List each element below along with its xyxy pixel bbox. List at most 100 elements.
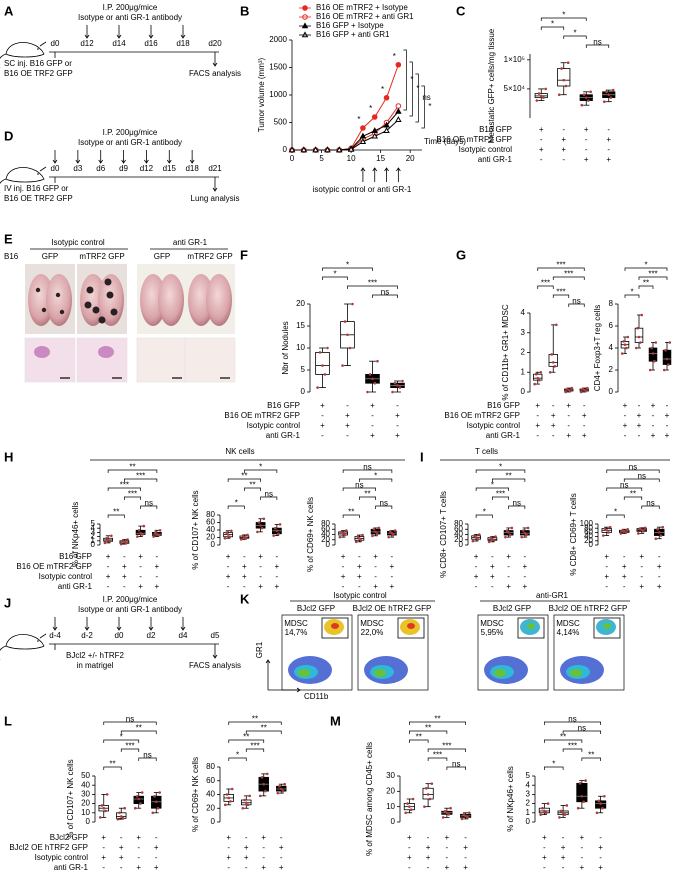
condition-sign: - [107, 582, 110, 591]
condition-sign: + [580, 863, 585, 872]
data-point [564, 84, 568, 88]
condition-label: anti GR-1 [478, 155, 513, 164]
y-tick-label: 1 [526, 808, 531, 817]
sig-label: * [562, 11, 565, 20]
condition-sign: + [390, 582, 395, 591]
sig-bracket [606, 469, 660, 473]
data-point [642, 530, 645, 533]
condition-sign: + [523, 562, 528, 571]
mouse-eye [37, 640, 39, 642]
condition-label: B16 OE mTRF2 GFP [16, 562, 92, 571]
y-axis-label: % of CD69+ NK cells [306, 497, 315, 572]
legend-label: B16 OE mTRF2 + anti GR1 [316, 12, 414, 21]
data-point [98, 816, 102, 819]
y-axis-label: Tumor volume (mm³) [257, 57, 266, 132]
lung-left [28, 274, 54, 326]
data-point [586, 386, 589, 390]
condition-sign: + [623, 421, 628, 430]
condition-sign: - [259, 572, 262, 581]
sig-bracket [103, 766, 122, 770]
condition-sign: - [543, 843, 546, 852]
condition-sign: - [552, 401, 555, 410]
condition-sign: + [598, 863, 603, 872]
condition-sign: - [624, 431, 627, 440]
data-point [137, 529, 141, 532]
sig-bracket [552, 276, 585, 280]
panel-letter: C [456, 3, 466, 18]
sig-label: ** [136, 724, 142, 733]
y-tick-label: 20 [206, 803, 215, 812]
sig-label: * [393, 52, 396, 61]
x-tick-label: 20 [406, 154, 415, 163]
y-tick-label: 5×10⁴ [504, 84, 526, 93]
data-point [551, 361, 555, 364]
condition-sign: + [542, 853, 547, 862]
condition-sign: - [276, 572, 279, 581]
data-point [487, 540, 491, 544]
gate-label: MDSC [360, 619, 384, 628]
condition-sign: + [604, 552, 609, 561]
gate-percentage: 22,0% [361, 628, 384, 637]
day-label: d12 [140, 164, 154, 173]
y-axis-label: % of CD107+ NK cells [191, 490, 200, 569]
histology [24, 337, 76, 383]
data-point [346, 333, 349, 337]
sig-bracket [606, 487, 643, 491]
condition-sign: + [584, 125, 589, 134]
condition-sign: - [491, 552, 494, 561]
data-point [158, 529, 162, 532]
sig-bracket [260, 496, 278, 500]
data-point [578, 782, 582, 785]
condition-sign: + [445, 863, 450, 872]
condition-sign: - [540, 135, 543, 144]
sig-label: *** [136, 472, 145, 481]
data-point [411, 797, 415, 801]
condition-sign: + [426, 843, 431, 852]
data-point [283, 782, 287, 786]
y-tick-label: 3 [521, 328, 526, 337]
y-tick-label: 20 [584, 536, 593, 545]
data-point [607, 93, 611, 97]
sig-bracket [103, 721, 157, 725]
data-point [621, 529, 624, 532]
arrow-head [360, 167, 366, 172]
condition-sign: + [395, 411, 400, 420]
condition-sign: + [426, 853, 431, 862]
endpoint-text: Lung analysis [191, 194, 240, 203]
data-point [460, 817, 464, 821]
sig-bracket [342, 469, 393, 473]
day-label: d9 [119, 164, 128, 173]
day-label: d4 [179, 631, 188, 640]
data-point [546, 802, 550, 805]
sig-bracket [375, 505, 393, 509]
sig-label: ** [364, 490, 370, 499]
day-label: d12 [80, 39, 94, 48]
sig-label: ** [588, 751, 594, 760]
y-tick-label: 80 [206, 510, 215, 519]
column-label: GFP [154, 252, 170, 261]
endpoint-text: FACS analysis [189, 69, 241, 78]
flow-x-label: CD11b [304, 692, 329, 701]
condition-label: B16 GFP [59, 552, 92, 561]
data-point [636, 532, 640, 535]
sig-label: * [410, 75, 413, 84]
data-point [648, 368, 652, 372]
data-point [639, 341, 642, 344]
panel-letter: L [4, 713, 12, 728]
sig-bracket [342, 514, 360, 518]
sig-bracket [107, 514, 125, 518]
data-point [259, 524, 262, 527]
sig-label: * [491, 481, 494, 490]
data-point [126, 538, 129, 541]
condition-sign: + [490, 562, 495, 571]
data-point [424, 786, 428, 790]
data-point [326, 346, 329, 350]
series-point [371, 114, 378, 120]
arrow-head [296, 687, 301, 693]
arrow-head [148, 626, 154, 631]
sig-bracket [624, 267, 668, 271]
ip-text: Isotype or anti GR-1 antibody [78, 138, 182, 147]
y-tick-label: 0 [609, 387, 614, 396]
condition-label: BJcl2 GFP [50, 833, 88, 842]
condition-sign: + [561, 853, 566, 862]
